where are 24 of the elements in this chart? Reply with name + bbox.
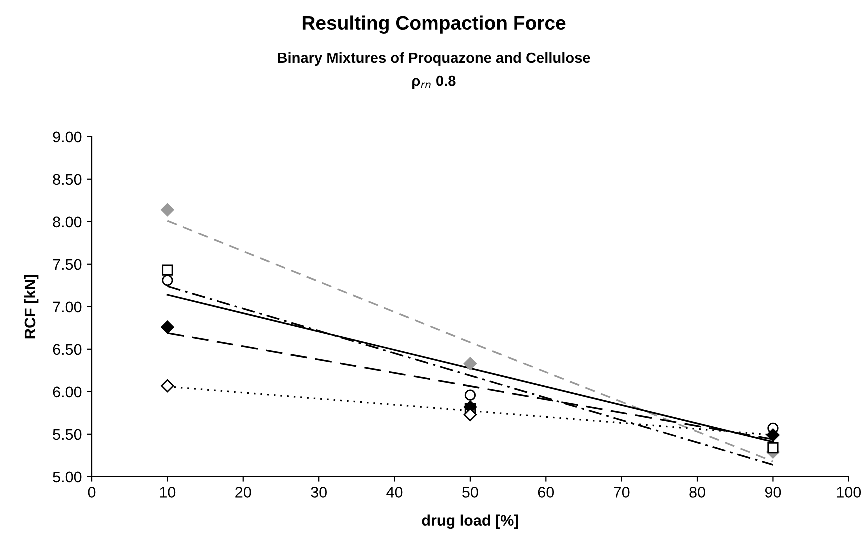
y-tick-label: 5.00 [53, 472, 82, 483]
y-tick-label: 7.50 [53, 259, 82, 270]
y-tick-label: 6.00 [53, 386, 82, 398]
x-tick-label: 30 [311, 487, 327, 498]
chart-title: Resulting Compaction Force [302, 16, 566, 34]
x-tick-label: 60 [538, 487, 554, 498]
x-tick-label: 100 [837, 487, 862, 498]
y-tick-label: 8.50 [53, 174, 82, 186]
x-tick-label: 80 [690, 487, 706, 498]
x-tick-label: 10 [160, 487, 176, 498]
y-tick-label: 9.00 [53, 132, 82, 143]
x-tick-label: 20 [236, 487, 252, 498]
y-tick-label: 5.50 [53, 429, 82, 440]
y-tick-label: 7.00 [53, 302, 82, 313]
x-axis-title: drug load [%] [422, 514, 518, 530]
y-tick-label: 8.00 [53, 216, 82, 228]
y-tick-label: 6.50 [53, 344, 82, 356]
x-tick-label: 70 [614, 487, 630, 498]
x-tick-label: 40 [386, 487, 403, 498]
x-tick-label: 50 [462, 487, 478, 498]
chart-subtitle: Binary Mixtures of Proquazone and Cellulose ρ$_{rn}$ 0.8 [278, 52, 590, 90]
x-tick-label: 0 [88, 487, 96, 498]
x-tick-label: 90 [765, 487, 782, 498]
y-axis-title: RCF [kN] [24, 275, 39, 339]
